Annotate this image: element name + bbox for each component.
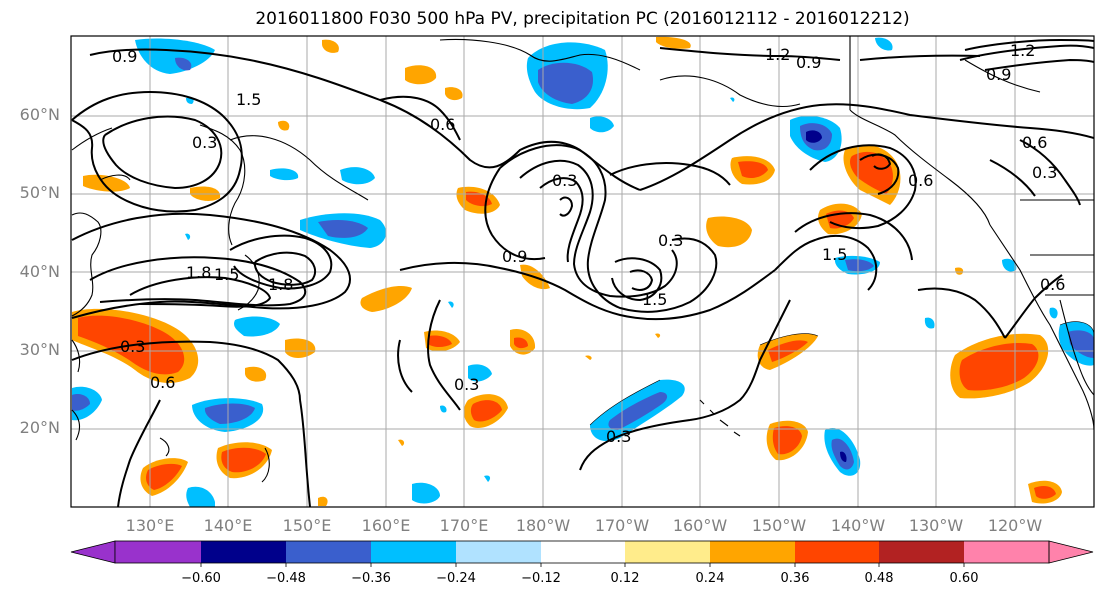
colorbar-segment [795, 541, 879, 563]
colorbar-tick-label: −0.60 [181, 571, 221, 586]
longitude-label: 120°W [987, 516, 1043, 535]
colorbar-segment [964, 541, 1049, 563]
pv-contours [71, 38, 1094, 507]
contour-label: 0.6 [430, 115, 455, 134]
contour-label: 1.5 [236, 90, 261, 109]
longitude-label: 140°E [203, 516, 253, 535]
colorbar-segment [625, 541, 710, 563]
longitude-label: 170°W [594, 516, 650, 535]
contour-label: 0.6 [1022, 133, 1047, 152]
map-border [70, 35, 1095, 508]
longitude-label: 170°E [439, 516, 489, 535]
colorbar-segment [710, 541, 795, 563]
contour-label: 0.6 [1040, 275, 1065, 294]
contour-label: 0.6 [150, 373, 175, 392]
colorbar-extend-high [1048, 540, 1094, 564]
colorbar-tick-label: 0.36 [780, 571, 810, 586]
contour-label: 0.3 [454, 375, 479, 394]
latitude-label: 50°N [19, 183, 60, 202]
colorbar-tick-label: 0.12 [610, 571, 640, 586]
contour-label: 0.3 [552, 171, 577, 190]
longitude-label: 130°W [908, 516, 964, 535]
longitude-label: 180°W [515, 516, 571, 535]
colorbar [70, 540, 1094, 567]
contour-label: 0.3 [658, 231, 683, 250]
contour-label: 1.5 [214, 265, 239, 284]
colorbar-tick-label: 0.48 [864, 571, 894, 586]
colorbar-segment [371, 541, 456, 563]
latitude-label: 60°N [19, 105, 60, 124]
contour-label: 0.9 [502, 247, 527, 266]
colorbar-segment [456, 541, 541, 563]
contour-label: 1.8 [186, 263, 211, 282]
colorbar-tick-label: −0.12 [521, 571, 561, 586]
colorbar-tick-label: 0.24 [695, 571, 725, 586]
colorbar-extend-low [70, 540, 116, 564]
colorbar-tick-label: −0.24 [436, 571, 476, 586]
longitude-label: 130°E [125, 516, 175, 535]
longitude-label: 150°W [751, 516, 807, 535]
contour-label: 0.6 [908, 171, 933, 190]
contour-label: 1.2 [765, 45, 790, 64]
colorbar-segment [879, 541, 964, 563]
contour-label: 0.9 [112, 47, 137, 66]
contour-label: 0.3 [192, 133, 217, 152]
contour-label: 0.9 [796, 53, 821, 72]
map-title: 2016011800 F030 500 hPa PV, precipitatio… [255, 9, 910, 29]
colorbar-tick-label: −0.36 [351, 571, 391, 586]
contour-label: 0.3 [1032, 163, 1057, 182]
longitude-label: 150°E [282, 516, 332, 535]
colorbar-frame [114, 540, 1050, 564]
contour-label: 0.9 [986, 65, 1011, 84]
colorbar-segment [286, 541, 371, 563]
coastlines [71, 36, 1094, 483]
latitude-label: 40°N [19, 262, 60, 281]
colorbar-segment [201, 541, 286, 563]
contour-label: 0.3 [606, 427, 631, 446]
latitude-label: 20°N [19, 418, 60, 437]
colorbar-tick-label: −0.48 [266, 571, 306, 586]
latitude-label: 30°N [19, 340, 60, 359]
longitude-label: 140°W [830, 516, 886, 535]
colorbar-segment [541, 541, 625, 563]
longitude-label: 160°W [672, 516, 728, 535]
contour-label: 1.8 [268, 275, 293, 294]
precipitation-positive-shading [72, 36, 1062, 506]
colorbar-segment [115, 541, 201, 563]
longitude-label: 160°E [361, 516, 411, 535]
graticule [71, 36, 1094, 507]
precipitation-negative-shading [72, 37, 1094, 507]
contour-label: 0.3 [120, 337, 145, 356]
contour-label: 1.5 [822, 245, 847, 264]
colorbar-tick-label: 0.60 [949, 571, 979, 586]
contour-label: 1.2 [1010, 41, 1035, 60]
contour-label: 1.5 [642, 290, 667, 309]
contour-label-group: 0.9 1.2 1.5 0.9 0.3 0.6 1.8 1.5 0.9 0.3 … [112, 41, 1065, 446]
colorbar-ticks [200, 563, 965, 567]
